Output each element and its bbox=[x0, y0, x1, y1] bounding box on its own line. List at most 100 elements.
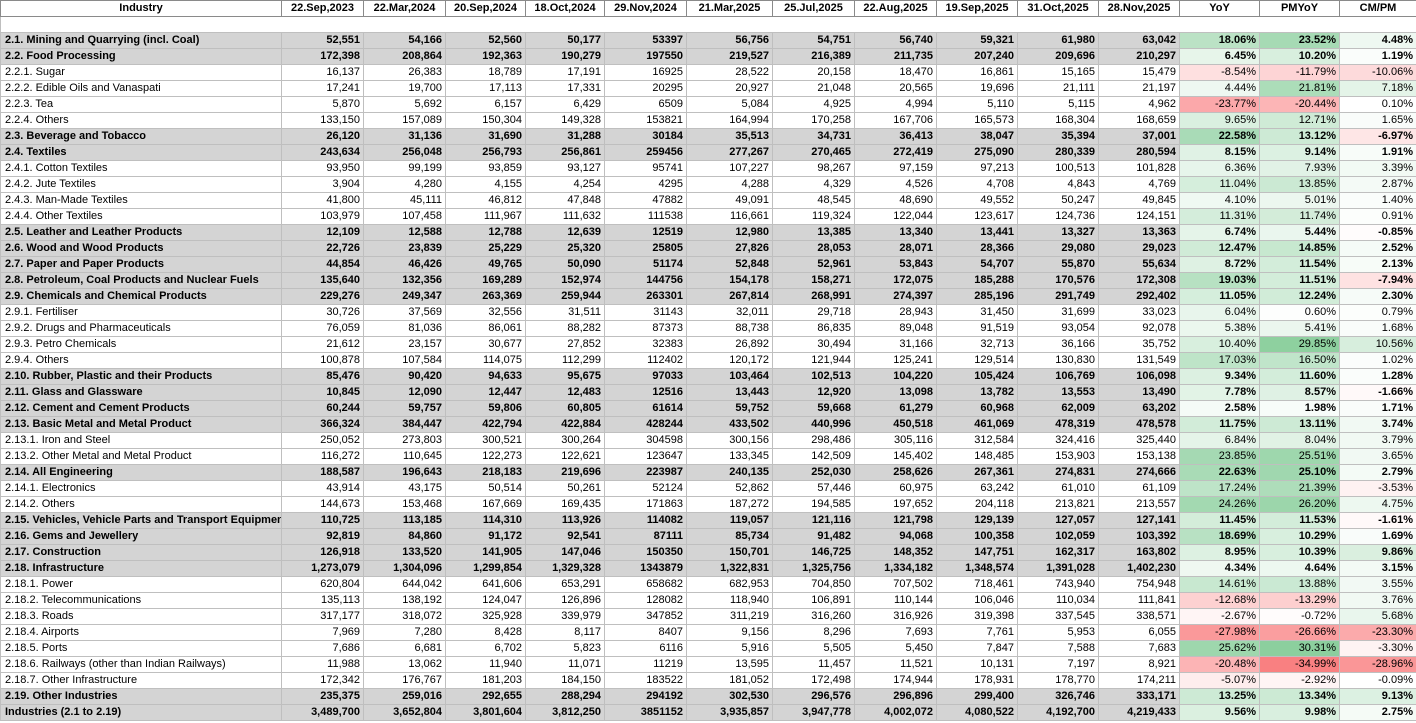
value-cell[interactable]: 1,329,328 bbox=[525, 560, 605, 577]
value-cell[interactable]: 123,617 bbox=[936, 208, 1018, 225]
value-cell[interactable]: 92,541 bbox=[525, 528, 605, 545]
value-cell[interactable]: 31,288 bbox=[525, 128, 605, 145]
growth-cell[interactable]: -0.72% bbox=[1259, 608, 1340, 625]
value-cell[interactable]: 55,634 bbox=[1098, 256, 1180, 273]
column-header[interactable]: 29.Nov,2024 bbox=[604, 0, 687, 17]
value-cell[interactable]: 63,242 bbox=[936, 480, 1018, 497]
value-cell[interactable]: 95741 bbox=[604, 160, 687, 177]
value-cell[interactable]: 5,115 bbox=[1017, 96, 1099, 113]
value-cell[interactable]: 19,696 bbox=[936, 80, 1018, 97]
value-cell[interactable]: 300,264 bbox=[525, 432, 605, 449]
growth-cell[interactable]: 1.69% bbox=[1339, 528, 1416, 545]
value-cell[interactable]: 653,291 bbox=[525, 576, 605, 593]
growth-cell[interactable]: 2.52% bbox=[1339, 240, 1416, 257]
growth-cell[interactable]: -26.66% bbox=[1259, 624, 1340, 641]
value-cell[interactable]: 274,831 bbox=[1017, 464, 1099, 481]
growth-cell[interactable]: -28.96% bbox=[1339, 656, 1416, 673]
value-cell[interactable]: 98,267 bbox=[772, 160, 855, 177]
value-cell[interactable]: 59,752 bbox=[686, 400, 773, 417]
value-cell[interactable]: 13,441 bbox=[936, 224, 1018, 241]
value-cell[interactable]: 102,059 bbox=[1017, 528, 1099, 545]
value-cell[interactable]: 4,526 bbox=[854, 176, 937, 193]
value-cell[interactable]: 144,673 bbox=[281, 496, 364, 513]
growth-cell[interactable]: -23.77% bbox=[1179, 96, 1260, 113]
industry-cell[interactable]: 2.18.6. Railways (other than Indian Rail… bbox=[0, 656, 282, 673]
value-cell[interactable]: 135,113 bbox=[281, 592, 364, 609]
industry-cell[interactable]: 2.2.1. Sugar bbox=[0, 64, 282, 81]
value-cell[interactable]: 114,310 bbox=[445, 512, 526, 529]
value-cell[interactable]: 165,573 bbox=[936, 112, 1018, 129]
growth-cell[interactable]: 3.74% bbox=[1339, 416, 1416, 433]
value-cell[interactable]: 84,860 bbox=[363, 528, 446, 545]
value-cell[interactable]: 111,967 bbox=[445, 208, 526, 225]
value-cell[interactable]: 275,090 bbox=[936, 144, 1018, 161]
value-cell[interactable]: 22,726 bbox=[281, 240, 364, 257]
value-cell[interactable]: 43,175 bbox=[363, 480, 446, 497]
value-cell[interactable]: 4,329 bbox=[772, 176, 855, 193]
value-cell[interactable]: 170,258 bbox=[772, 112, 855, 129]
industry-cell[interactable]: 2.14. All Engineering bbox=[0, 464, 282, 481]
value-cell[interactable]: 107,584 bbox=[363, 352, 446, 369]
value-cell[interactable]: 106,891 bbox=[772, 592, 855, 609]
column-header[interactable]: 22.Mar,2024 bbox=[363, 0, 446, 17]
value-cell[interactable]: 113,926 bbox=[525, 512, 605, 529]
value-cell[interactable]: 178,931 bbox=[936, 672, 1018, 689]
value-cell[interactable]: 61,010 bbox=[1017, 480, 1099, 497]
industry-cell[interactable]: 2.18. Infrastructure bbox=[0, 560, 282, 577]
growth-cell[interactable]: 4.10% bbox=[1179, 192, 1260, 209]
growth-cell[interactable]: 10.56% bbox=[1339, 336, 1416, 353]
value-cell[interactable]: 62,009 bbox=[1017, 400, 1099, 417]
growth-cell[interactable]: -6.97% bbox=[1339, 128, 1416, 145]
value-cell[interactable]: 124,736 bbox=[1017, 208, 1099, 225]
value-cell[interactable]: 57,446 bbox=[772, 480, 855, 497]
industry-cell[interactable]: 2.2. Food Processing bbox=[0, 48, 282, 65]
value-cell[interactable]: 9,156 bbox=[686, 624, 773, 641]
industry-cell[interactable]: 2.13.2. Other Metal and Metal Product bbox=[0, 448, 282, 465]
value-cell[interactable]: 21,197 bbox=[1098, 80, 1180, 97]
value-cell[interactable]: 181,052 bbox=[686, 672, 773, 689]
value-cell[interactable]: 174,944 bbox=[854, 672, 937, 689]
value-cell[interactable]: 7,686 bbox=[281, 640, 364, 657]
growth-cell[interactable]: 3.15% bbox=[1339, 560, 1416, 577]
value-cell[interactable]: 5,870 bbox=[281, 96, 364, 113]
value-cell[interactable]: 105,424 bbox=[936, 368, 1018, 385]
value-cell[interactable]: 4295 bbox=[604, 176, 687, 193]
value-cell[interactable]: 81,036 bbox=[363, 320, 446, 337]
value-cell[interactable]: 15,479 bbox=[1098, 64, 1180, 81]
value-cell[interactable]: 86,061 bbox=[445, 320, 526, 337]
value-cell[interactable]: 52,560 bbox=[445, 32, 526, 49]
value-cell[interactable]: 32,713 bbox=[936, 336, 1018, 353]
growth-cell[interactable]: 4.48% bbox=[1339, 32, 1416, 49]
value-cell[interactable]: 296,896 bbox=[854, 688, 937, 705]
value-cell[interactable]: 4,280 bbox=[363, 176, 446, 193]
value-cell[interactable]: 119,057 bbox=[686, 512, 773, 529]
growth-cell[interactable]: 3.55% bbox=[1339, 576, 1416, 593]
value-cell[interactable]: 141,905 bbox=[445, 544, 526, 561]
growth-cell[interactable]: 5.41% bbox=[1259, 320, 1340, 337]
industry-cell[interactable]: 2.18.3. Roads bbox=[0, 608, 282, 625]
value-cell[interactable]: 94,068 bbox=[854, 528, 937, 545]
value-cell[interactable]: 8407 bbox=[604, 624, 687, 641]
value-cell[interactable]: 10,845 bbox=[281, 384, 364, 401]
growth-cell[interactable]: 9.13% bbox=[1339, 688, 1416, 705]
value-cell[interactable]: 59,321 bbox=[936, 32, 1018, 49]
value-cell[interactable]: 122,273 bbox=[445, 448, 526, 465]
industry-cell[interactable]: 2.4. Textiles bbox=[0, 144, 282, 161]
value-cell[interactable]: 103,392 bbox=[1098, 528, 1180, 545]
value-cell[interactable]: 12,447 bbox=[445, 384, 526, 401]
value-cell[interactable]: 422,884 bbox=[525, 416, 605, 433]
growth-cell[interactable]: 9.34% bbox=[1179, 368, 1260, 385]
growth-cell[interactable]: 14.85% bbox=[1259, 240, 1340, 257]
value-cell[interactable]: 103,979 bbox=[281, 208, 364, 225]
growth-cell[interactable]: 10.20% bbox=[1259, 48, 1340, 65]
value-cell[interactable]: 131,549 bbox=[1098, 352, 1180, 369]
growth-cell[interactable]: 11.04% bbox=[1179, 176, 1260, 193]
value-cell[interactable]: 46,426 bbox=[363, 256, 446, 273]
industry-cell[interactable]: 2.9.4. Others bbox=[0, 352, 282, 369]
growth-cell[interactable]: -20.44% bbox=[1259, 96, 1340, 113]
value-cell[interactable]: 12516 bbox=[604, 384, 687, 401]
value-cell[interactable]: 133,345 bbox=[686, 448, 773, 465]
growth-cell[interactable]: 10.40% bbox=[1179, 336, 1260, 353]
value-cell[interactable]: 291,749 bbox=[1017, 288, 1099, 305]
value-cell[interactable]: 302,530 bbox=[686, 688, 773, 705]
